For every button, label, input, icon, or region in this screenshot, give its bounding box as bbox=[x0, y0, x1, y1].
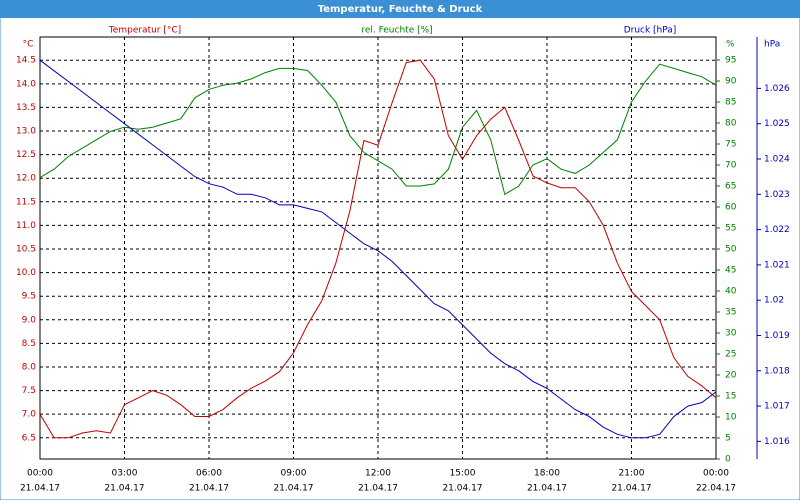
y3-tick-label: 1.016 bbox=[764, 437, 790, 447]
y2-tick-label: 10 bbox=[725, 413, 737, 423]
x-tick-date: 21.04.17 bbox=[527, 484, 567, 494]
y2-tick-label: 15 bbox=[725, 392, 736, 402]
x-tick-label: 15:00 bbox=[450, 469, 476, 479]
y3-tick-label: 1.025 bbox=[764, 119, 790, 129]
y2-tick-label: 60 bbox=[725, 203, 737, 213]
y-tick-label: 14.5 bbox=[16, 56, 36, 66]
series-line bbox=[39, 59, 717, 439]
y3-tick-label: 1.017 bbox=[764, 402, 790, 412]
y2-tick-label: 70 bbox=[725, 161, 737, 171]
x-tick-date: 21.04.17 bbox=[358, 484, 398, 494]
chart-title: Temperatur, Feuchte & Druck bbox=[318, 4, 483, 15]
y2-unit: % bbox=[726, 40, 735, 50]
y-tick-label: 8.0 bbox=[22, 362, 37, 372]
y2-tick-label: 5 bbox=[725, 434, 731, 444]
y-tick-label: 9.0 bbox=[22, 315, 37, 325]
y2-tick-label: 30 bbox=[725, 329, 737, 339]
series-line bbox=[39, 63, 717, 196]
y3-tick-label: 1.024 bbox=[764, 155, 790, 165]
y3-tick-label: 1.022 bbox=[764, 225, 790, 235]
y-tick-label: 14.0 bbox=[16, 79, 36, 89]
x-tick-date: 22.04.17 bbox=[696, 484, 736, 494]
y-tick-label: 6.5 bbox=[22, 433, 36, 443]
y-tick-label: 7.5 bbox=[22, 386, 36, 396]
y-tick-label: 9.5 bbox=[22, 292, 36, 302]
y-tick-label: 8.5 bbox=[22, 339, 36, 349]
y3-tick-label: 1.026 bbox=[764, 84, 790, 94]
y-tick-label: 10.5 bbox=[16, 245, 36, 255]
y3-tick-label: 1.018 bbox=[764, 366, 790, 376]
y-tick-label: 12.0 bbox=[16, 174, 36, 184]
y2-tick-label: 95 bbox=[725, 56, 736, 66]
y-tick-label: 10.0 bbox=[16, 268, 36, 278]
y-tick-label: 11.5 bbox=[16, 197, 36, 207]
y-tick-label: 13.5 bbox=[16, 103, 36, 113]
y2-tick-label: 40 bbox=[725, 287, 737, 297]
x-tick-date: 21.04.17 bbox=[20, 484, 60, 494]
x-tick-label: 21:00 bbox=[619, 469, 645, 479]
y3-tick-label: 1.021 bbox=[764, 260, 790, 270]
y-unit: °C bbox=[23, 40, 34, 50]
y2-tick-label: 35 bbox=[725, 308, 736, 318]
y2-tick-label: 80 bbox=[725, 119, 737, 129]
series-name: Temperatur [°C] bbox=[108, 26, 181, 36]
y2-tick-label: 20 bbox=[725, 371, 737, 381]
y3-tick-label: 1.02 bbox=[764, 296, 784, 306]
y3-unit: hPa bbox=[764, 40, 780, 50]
x-tick-label: 09:00 bbox=[281, 469, 307, 479]
x-tick-label: 00:00 bbox=[703, 469, 729, 479]
series-line bbox=[39, 59, 717, 439]
y2-tick-label: 90 bbox=[725, 77, 737, 87]
y2-tick-label: 75 bbox=[725, 140, 736, 150]
x-tick-label: 00:00 bbox=[27, 469, 53, 479]
y2-tick-label: 50 bbox=[725, 245, 737, 255]
x-tick-date: 21.04.17 bbox=[273, 484, 313, 494]
x-tick-label: 03:00 bbox=[112, 469, 138, 479]
y-tick-label: 11.0 bbox=[16, 221, 36, 231]
y2-tick-label: 65 bbox=[725, 182, 736, 192]
y2-tick-label: 45 bbox=[725, 266, 736, 276]
x-tick-label: 18:00 bbox=[534, 469, 560, 479]
y-tick-label: 7.0 bbox=[22, 410, 37, 420]
x-tick-date: 21.04.17 bbox=[189, 484, 229, 494]
x-tick-date: 21.04.17 bbox=[104, 484, 144, 494]
y2-tick-label: 25 bbox=[725, 350, 736, 360]
y2-tick-label: 85 bbox=[725, 98, 736, 108]
x-tick-date: 21.04.17 bbox=[611, 484, 651, 494]
x-tick-date: 21.04.17 bbox=[442, 484, 482, 494]
title-bar bbox=[0, 0, 800, 18]
y3-tick-label: 1.023 bbox=[764, 190, 790, 200]
series-name: Druck [hPa] bbox=[624, 26, 677, 36]
x-tick-label: 12:00 bbox=[365, 469, 391, 479]
y2-tick-label: 0 bbox=[725, 455, 731, 465]
y3-tick-label: 1.019 bbox=[764, 331, 790, 341]
y2-tick-label: 55 bbox=[725, 224, 736, 234]
series-name: rel. Feuchte [%] bbox=[361, 26, 432, 36]
x-tick-label: 06:00 bbox=[196, 469, 222, 479]
y-tick-label: 13.0 bbox=[16, 127, 36, 137]
y-tick-label: 12.5 bbox=[16, 150, 36, 160]
